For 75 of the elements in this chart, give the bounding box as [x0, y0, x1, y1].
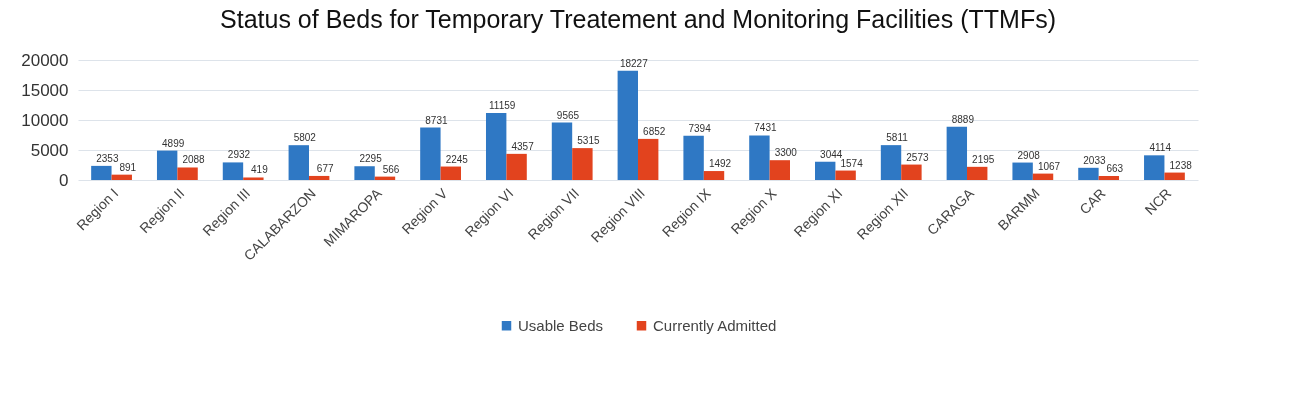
- data-label: 1574: [840, 157, 864, 169]
- y-tick-label: 0: [59, 170, 69, 190]
- bar: [901, 164, 922, 180]
- y-tick-label: 15000: [21, 80, 69, 100]
- legend-label: Usable Beds: [518, 316, 604, 334]
- bar: [880, 145, 902, 180]
- bar: [222, 162, 244, 180]
- data-label: 2908: [1017, 149, 1041, 161]
- data-label: 5802: [293, 132, 317, 144]
- bar: [1012, 162, 1033, 180]
- bar: [835, 170, 856, 180]
- bar: [111, 174, 132, 180]
- data-label: 8731: [425, 114, 448, 126]
- bar: [177, 167, 198, 180]
- bar: [1144, 155, 1165, 180]
- data-label: 1492: [708, 158, 732, 170]
- data-label: 2573: [906, 151, 929, 163]
- data-label: 2353: [96, 152, 119, 164]
- bar: [485, 113, 507, 180]
- bar: [243, 177, 264, 180]
- bar: [551, 122, 573, 180]
- data-label: 566: [382, 163, 400, 175]
- legend-label: Currently Admitted: [653, 316, 777, 334]
- bar: [506, 153, 527, 180]
- bar: [288, 145, 309, 180]
- bar: [967, 166, 988, 180]
- data-label: 4357: [511, 140, 535, 152]
- y-tick-label: 10000: [21, 110, 69, 130]
- data-label: 7431: [754, 122, 777, 134]
- data-label: 11159: [489, 100, 516, 112]
- bar: [1032, 173, 1054, 180]
- data-label: 4114: [1149, 142, 1172, 154]
- bar: [1098, 176, 1120, 180]
- bar: [91, 165, 112, 180]
- data-label: 2088: [182, 154, 206, 166]
- data-label: 4899: [162, 137, 185, 149]
- data-label: 7394: [688, 122, 712, 134]
- data-label: 2245: [445, 153, 469, 165]
- bar: [354, 166, 375, 180]
- y-tick-label: 20000: [21, 50, 69, 70]
- data-label: 3044: [820, 148, 843, 160]
- bar: [308, 175, 330, 180]
- data-label: 677: [316, 162, 334, 174]
- data-label: 2295: [359, 153, 383, 165]
- bar: [440, 166, 461, 180]
- bar: [946, 126, 968, 180]
- bar: [749, 135, 770, 180]
- data-label: 1067: [1037, 160, 1061, 172]
- data-label: 9565: [556, 109, 580, 121]
- data-label: 2932: [227, 149, 251, 161]
- bar: [156, 150, 178, 180]
- bar: [815, 161, 836, 180]
- bar: [572, 148, 593, 180]
- bar: [703, 171, 725, 180]
- data-label: 5315: [577, 135, 600, 147]
- data-label: 891: [119, 161, 137, 173]
- data-label: 2033: [1083, 154, 1106, 166]
- bar: [617, 70, 638, 180]
- chart-title: Status of Beds for Temporary Treatement and Monitoring Facilities (TTMFs): [220, 5, 1056, 33]
- bar: [1078, 167, 1099, 180]
- data-label: 18227: [619, 57, 649, 69]
- bar: [683, 135, 704, 180]
- data-label: 5811: [886, 132, 909, 144]
- data-label: 663: [1106, 163, 1124, 175]
- bar: [638, 138, 659, 180]
- data-label: 8889: [951, 113, 975, 125]
- data-label: 3300: [774, 147, 798, 159]
- data-label: 1238: [1169, 159, 1193, 171]
- bar: [1164, 172, 1185, 180]
- y-tick-label: 5000: [30, 140, 69, 160]
- data-label: 2195: [972, 153, 995, 165]
- bar: [769, 160, 791, 180]
- bar: [420, 127, 441, 180]
- data-label: 6852: [643, 125, 666, 137]
- data-label: 419: [251, 164, 269, 176]
